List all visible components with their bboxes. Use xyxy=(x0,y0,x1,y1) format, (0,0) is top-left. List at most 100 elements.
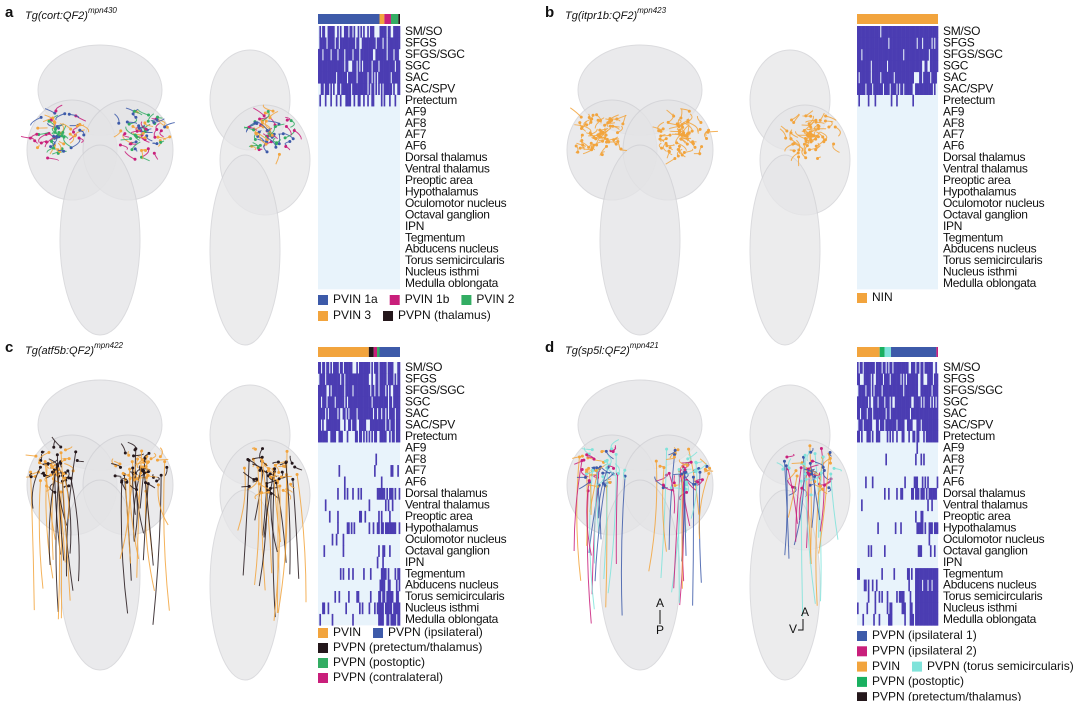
heatmap-cell xyxy=(383,373,386,386)
heatmap-cell xyxy=(360,373,363,386)
soma xyxy=(168,135,172,139)
region-label: Preoptic area xyxy=(405,173,473,187)
soma xyxy=(828,461,832,465)
heatmap-cell xyxy=(343,407,346,420)
heatmap-cell xyxy=(911,71,913,84)
heatmap-cell xyxy=(929,579,932,592)
soma xyxy=(833,125,837,129)
heatmap-cell xyxy=(889,362,892,374)
soma xyxy=(819,447,823,451)
heatmap-cell xyxy=(935,613,937,626)
soma xyxy=(603,123,607,127)
soma xyxy=(268,472,272,476)
soma xyxy=(146,147,150,151)
heatmap-cell xyxy=(349,48,352,61)
neuron-trace xyxy=(31,466,41,509)
soma xyxy=(687,109,691,113)
heatmap-cell xyxy=(359,602,361,615)
heatmap-cell xyxy=(902,591,905,603)
soma xyxy=(280,470,284,474)
region-label: SGC xyxy=(405,59,431,73)
heatmap-cell xyxy=(326,362,328,374)
heatmap-cell xyxy=(886,48,889,61)
soma xyxy=(143,149,147,153)
heatmap-cell xyxy=(328,510,331,523)
soma xyxy=(821,465,825,469)
heatmap-cell xyxy=(323,602,326,615)
heatmap-cell xyxy=(892,37,894,50)
heatmap-cell xyxy=(357,71,360,84)
neuron-trace xyxy=(120,480,129,614)
heatmap-cell xyxy=(870,48,873,61)
heatmap-cell xyxy=(334,419,337,431)
soma xyxy=(807,473,811,477)
heatmap-cell xyxy=(923,419,925,431)
heatmap-cell xyxy=(933,83,936,95)
heatmap-cell xyxy=(331,37,334,50)
heatmap-cell xyxy=(915,487,917,500)
heatmap-cell xyxy=(363,430,365,443)
heatmap-cell xyxy=(375,71,378,84)
panel-title: Tg(atf5b:QF2)mpn422 xyxy=(25,341,124,357)
heatmap-cell xyxy=(386,522,388,535)
heatmap-cell xyxy=(353,94,356,107)
heatmap-cell xyxy=(906,37,909,50)
heatmap-cell xyxy=(915,602,917,615)
soma xyxy=(578,146,582,150)
heatmap-cell xyxy=(367,26,369,38)
neuron-trace xyxy=(662,467,667,552)
heatmap-cell xyxy=(906,568,909,580)
heatmap-cell xyxy=(326,48,328,61)
heatmap-cell xyxy=(328,407,331,420)
region-label: Tegmentum xyxy=(405,230,465,244)
heatmap-cell xyxy=(877,71,879,84)
heatmap-cell xyxy=(382,556,384,569)
heatmap-cell xyxy=(363,94,365,107)
heatmap-cell xyxy=(380,602,383,615)
region-label: Preoptic area xyxy=(943,509,1011,523)
heatmap-cell xyxy=(345,37,347,50)
heatmap-cell xyxy=(884,26,886,38)
heatmap-cell xyxy=(382,579,384,592)
heatmap-cell xyxy=(339,60,342,73)
heatmap-cell xyxy=(391,487,394,500)
heatmap-cell xyxy=(881,407,883,420)
heatmap-cell xyxy=(378,407,380,420)
heatmap-cell xyxy=(885,453,887,466)
heatmap-cell xyxy=(858,60,860,73)
heatmap-cell xyxy=(901,407,904,420)
heatmap-cell xyxy=(346,48,349,61)
soma xyxy=(580,454,584,458)
soma xyxy=(28,136,32,140)
heatmap-cell xyxy=(391,71,394,84)
heatmap-cell xyxy=(331,396,334,409)
heatmap-cell xyxy=(863,373,866,386)
heatmap-cell xyxy=(917,579,920,592)
heatmap-cell xyxy=(931,48,933,61)
soma xyxy=(819,471,823,475)
heatmap-cell xyxy=(387,613,390,626)
soma xyxy=(38,465,42,469)
soma xyxy=(704,468,708,472)
region-label: AF9 xyxy=(405,104,427,118)
heatmap-cell xyxy=(323,545,326,557)
heatmap-cell xyxy=(383,384,386,397)
soma xyxy=(292,128,296,132)
cell-type-bar xyxy=(373,347,378,357)
soma xyxy=(810,459,814,463)
heatmap-cell xyxy=(925,591,928,603)
heatmap-cell xyxy=(870,362,873,374)
soma xyxy=(616,139,620,143)
heatmap-cell xyxy=(875,419,878,431)
heatmap-cell xyxy=(933,407,936,420)
region-label: Oculomotor nucleus xyxy=(943,196,1045,210)
heatmap-cell xyxy=(931,362,933,374)
heatmap-cell xyxy=(885,373,887,386)
heatmap-cell xyxy=(394,26,397,38)
legend-label: PVPN (postoptic) xyxy=(333,655,425,669)
heatmap-cell xyxy=(359,430,361,443)
heatmap-cell xyxy=(858,83,860,95)
heatmap-cell xyxy=(324,71,327,84)
heatmap-cell xyxy=(902,396,905,409)
region-label: SAC/SPV xyxy=(405,81,455,95)
